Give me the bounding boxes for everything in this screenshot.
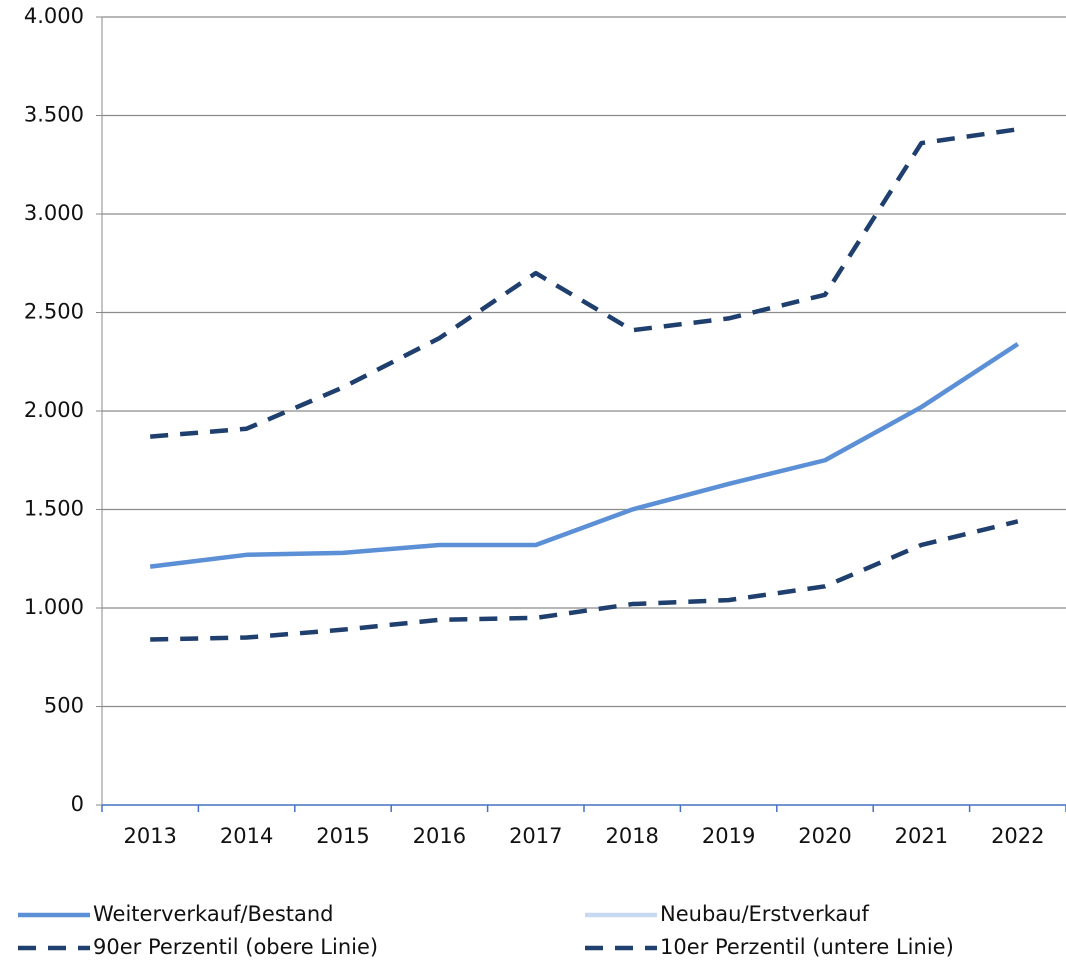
y-tick-label: 4.000 [24,4,84,28]
x-tick-label: 2017 [509,824,562,848]
x-tick-label: 2014 [220,824,273,848]
y-tick-label: 3.000 [24,201,84,225]
x-tick-label: 2021 [895,824,948,848]
y-tick-label: 3.500 [24,103,84,127]
legend-label: 10er Perzentil (untere Linie) [660,935,954,959]
y-tick-label: 1.500 [24,497,84,521]
series-line [150,127,1019,439]
x-tick-label: 2022 [991,824,1044,848]
y-tick-label: 2.500 [24,300,84,324]
x-tick-label: 2019 [702,824,755,848]
legend-label: Weiterverkauf/Bestand [93,902,334,926]
series-line [150,519,1019,642]
x-tick-label: 2020 [798,824,851,848]
y-tick-label: 2.000 [24,398,84,422]
x-tick-label: 2016 [413,824,466,848]
legend-label: Neubau/Erstverkauf [660,902,870,926]
y-tick-label: 0 [71,792,84,816]
y-tick-label: 1.000 [24,595,84,619]
series-line [149,342,1020,569]
x-tick-label: 2018 [605,824,658,848]
x-tick-label: 2013 [123,824,176,848]
y-tick-label: 500 [44,694,84,718]
x-tick-label: 2015 [316,824,369,848]
legend-label: 90er Perzentil (obere Linie) [93,935,378,959]
